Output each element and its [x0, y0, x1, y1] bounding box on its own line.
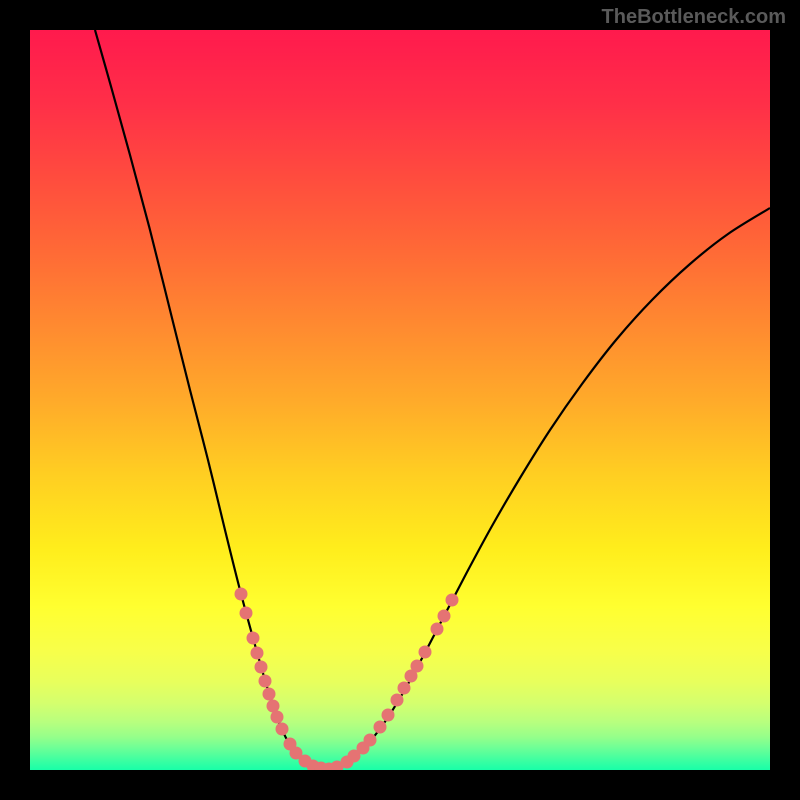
data-marker [398, 682, 411, 695]
marker-group [235, 588, 459, 771]
data-marker [419, 646, 432, 659]
data-marker [251, 647, 264, 660]
data-marker [438, 610, 451, 623]
data-marker [374, 721, 387, 734]
data-marker [364, 734, 377, 747]
data-marker [382, 709, 395, 722]
data-marker [391, 694, 404, 707]
v-curve [95, 30, 770, 769]
data-marker [276, 723, 289, 736]
curve-layer [30, 30, 770, 770]
data-marker [446, 594, 459, 607]
data-marker [247, 632, 260, 645]
data-marker [255, 661, 268, 674]
watermark-text: TheBottleneck.com [602, 6, 786, 29]
plot-area [30, 30, 770, 770]
data-marker [263, 688, 276, 701]
data-marker [431, 623, 444, 636]
data-marker [235, 588, 248, 601]
data-marker [259, 675, 272, 688]
data-marker [240, 607, 253, 620]
data-marker [271, 711, 284, 724]
data-marker [411, 660, 424, 673]
